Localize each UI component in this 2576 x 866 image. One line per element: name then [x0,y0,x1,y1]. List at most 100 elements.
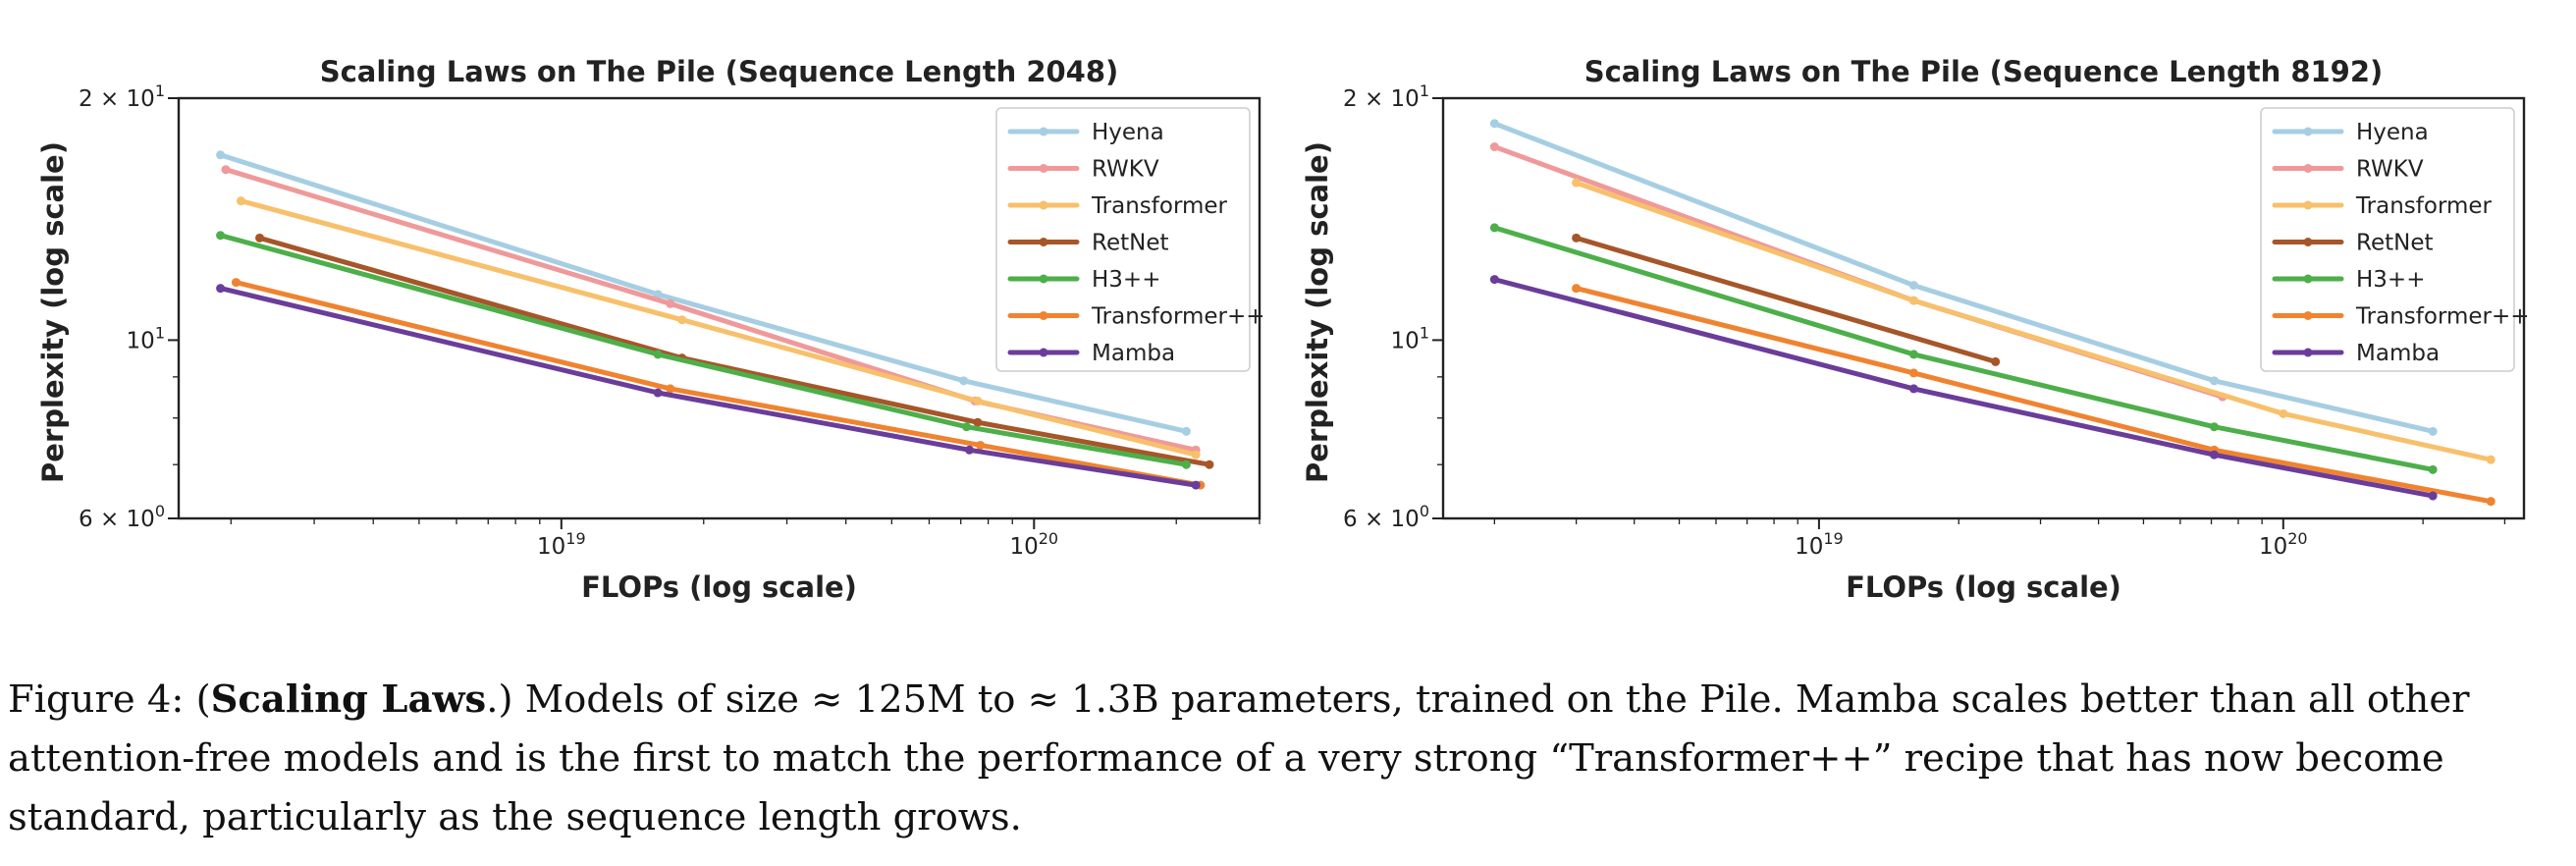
data-point [2428,491,2438,501]
series-mamba [216,284,1201,490]
legend-marker [2303,348,2313,357]
y-tick-label-exp: 0 [155,502,165,520]
series-line [257,235,1212,467]
data-point [236,196,245,206]
data-point [964,445,974,455]
data-point [653,290,663,299]
y-tick-label-base: 6 × 10 [1343,507,1420,532]
plot-frame [1441,96,2526,520]
x-tick-label-exp: 19 [1823,529,1843,548]
legend-label: Transformer [1091,193,1228,219]
legend-marker [2303,274,2313,284]
caption-text: .) Models of size ≈ 125M to ≈ 1.3B param… [8,677,2470,839]
data-point [959,376,969,386]
data-point [1489,142,1499,152]
series-line [1491,225,2436,472]
data-point [1181,426,1191,436]
data-point [1489,223,1499,233]
legend-marker [1039,200,1048,210]
caption-bold: Scaling Laws [210,677,487,722]
data-point [2486,497,2496,507]
legend-label: Mamba [2356,341,2440,366]
legend-item: RWKV [2272,157,2424,183]
legend-label: Transformer++ [2355,304,2530,330]
chart-title: Scaling Laws on The Pile (Sequence Lengt… [1584,55,2384,88]
legend-label: RWKV [1092,157,1159,183]
legend-label: H3++ [1092,267,1160,293]
legend-label: H3++ [2356,267,2425,293]
series-mamba [1489,275,2438,501]
series-line [234,280,1204,488]
data-point [216,284,226,294]
data-point [1205,460,1214,469]
series-hyena [216,150,1191,436]
y-tick-label-exp: 1 [1420,81,1429,100]
data-point [1908,281,1918,291]
series-line [218,233,1189,467]
data-point [653,350,663,359]
series-hyena [1489,119,2438,436]
legend-item: Hyena [1007,120,1164,145]
legend-marker [2303,200,2313,210]
data-point [2428,464,2438,474]
legend-marker [1039,164,1048,173]
data-point [2209,422,2219,432]
x-tick-label-base: 10 [537,534,565,560]
legend-marker [2303,127,2313,136]
data-point [666,384,675,394]
data-point [2209,450,2219,460]
legend-marker [1039,311,1048,320]
data-point [1908,296,1918,305]
data-point [1991,356,2001,366]
legend-item: RetNet [1007,231,1169,256]
y-tick-label-exp: 0 [1420,502,1429,520]
y-tick-label-base: 2 × 10 [1343,86,1420,112]
data-point [1181,460,1191,469]
y-tick-label-exp: 1 [155,81,165,100]
legend-box [2260,107,2515,372]
data-point [231,278,241,288]
legend-box [995,107,1251,372]
series-line [239,198,1199,458]
legend-item: RWKV [1007,157,1159,183]
legend-item: RetNet [2272,231,2434,256]
x-tick-label-exp: 20 [1039,529,1058,548]
x-axis-label: FLOPs (log scale) [1846,570,2121,604]
legend-marker [1039,238,1048,246]
legend-item: Transformer [2272,193,2493,219]
data-point [2279,408,2288,418]
data-point [666,298,675,308]
x-tick-label-exp: 19 [565,529,585,548]
legend-label: RetNet [1092,231,1169,256]
data-point [2209,376,2219,386]
y-tick-label: 101 [1391,323,1429,353]
series-retnet [1572,233,2001,366]
data-point [653,388,663,398]
series-line [1574,235,1999,364]
x-tick-label-base: 10 [2259,534,2287,560]
y-tick-label-base: 6 × 10 [79,507,155,532]
x-tick-label: 1019 [537,529,586,560]
legend-label: RetNet [2356,231,2434,256]
data-point [677,315,687,325]
legend-item: H3++ [1007,267,1160,293]
data-point [1191,480,1201,490]
y-tick-label-base: 2 × 10 [79,86,155,112]
data-point [1572,178,1582,188]
series-line [218,152,1189,434]
legend: Hyena RWKV Transformer RetNet H3++ Transforme… [995,107,1265,372]
series-line [1574,286,2494,505]
data-point [1489,119,1499,129]
x-tick-label: 1020 [2259,529,2308,560]
x-tick-label: 1019 [1795,529,1844,560]
data-point [216,231,226,241]
legend-label: Mamba [1092,341,1175,366]
y-tick-label-exp: 1 [155,323,165,342]
legend-item: H3++ [2272,267,2425,293]
legend: Hyena RWKV Transformer RetNet H3++ Transforme… [2260,107,2530,372]
data-point [216,150,226,160]
legend-label: Transformer [2355,193,2493,219]
figure-caption: Figure 4: (Scaling Laws.) Models of size… [8,671,2560,847]
